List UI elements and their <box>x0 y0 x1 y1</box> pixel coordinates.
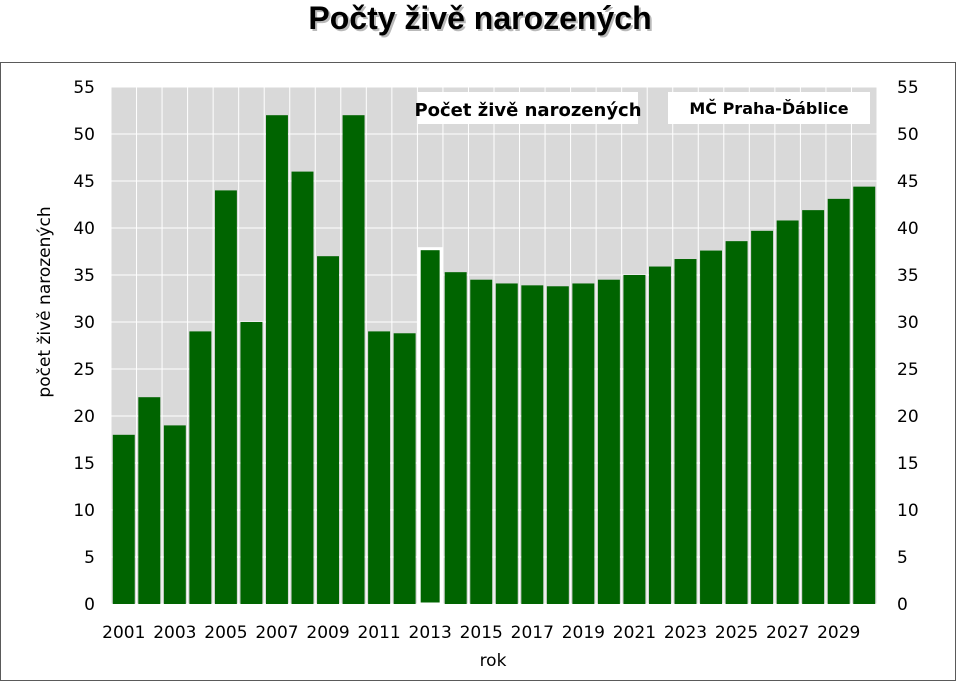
y-tick-label-left: 15 <box>73 454 95 474</box>
annotation-label: MČ Praha-Ďáblice <box>689 99 848 118</box>
y-tick-label-right: 35 <box>897 266 919 286</box>
chart-frame <box>0 62 956 681</box>
y-tick-label-right: 30 <box>897 313 919 333</box>
bar-2030 <box>853 186 876 604</box>
x-tick-label: 2001 <box>102 623 145 643</box>
x-tick-label: 2021 <box>613 623 656 643</box>
y-tick-label-right: 40 <box>897 219 919 239</box>
bar-2003 <box>163 425 186 604</box>
bar-2026 <box>751 230 774 604</box>
bars <box>112 115 876 606</box>
y-tick-label-left: 40 <box>73 219 95 239</box>
grid-lines <box>110 86 878 605</box>
bar-2002 <box>138 397 161 604</box>
y-axis-label: počet živě narozených <box>35 206 55 397</box>
y-tick-label-left: 45 <box>73 172 95 192</box>
bar-2024 <box>700 250 723 604</box>
bar-2020 <box>597 279 620 604</box>
x-tick-label: 2017 <box>511 623 554 643</box>
y-tick-label-right: 55 <box>897 78 919 98</box>
y-tick-label-right: 10 <box>897 501 919 521</box>
x-tick-label: 2019 <box>562 623 605 643</box>
bar-2028 <box>802 210 825 604</box>
bar-2013 <box>417 247 443 606</box>
bar-2023 <box>674 259 697 604</box>
legend-box: Počet živě narozených <box>414 92 642 124</box>
bar-2018 <box>546 286 569 604</box>
annotation-box: MČ Praha-Ďáblice <box>668 92 870 124</box>
y-tick-label-left: 0 <box>84 595 95 615</box>
chart-title: Počty živě narozených <box>308 0 652 36</box>
x-tick-label: 2015 <box>460 623 503 643</box>
bar-2019 <box>572 283 595 604</box>
x-tick-label: 2011 <box>357 623 400 643</box>
bar-2014 <box>444 272 467 604</box>
bar-2011 <box>368 331 391 604</box>
bar-2029 <box>827 198 850 605</box>
y-tick-label-left: 30 <box>73 313 95 333</box>
y-tick-label-right: 25 <box>897 360 919 380</box>
legend-label: Počet živě narozených <box>414 100 641 121</box>
bar-2001 <box>112 434 135 604</box>
bar-2005 <box>214 190 237 604</box>
x-axis-label: rok <box>480 651 507 671</box>
x-tick-label: 2013 <box>409 623 452 643</box>
bar-2022 <box>648 266 671 604</box>
bar-2027 <box>776 220 799 605</box>
y-tick-label-left: 20 <box>73 407 95 427</box>
y-tick-label-right: 15 <box>897 454 919 474</box>
y-axis-left-ticks: 0 5 10 15 20 25 30 35 40 45 50 55 <box>73 78 95 615</box>
bar-2012 <box>393 333 416 604</box>
x-tick-label: 2005 <box>204 623 247 643</box>
y-tick-label-right: 5 <box>897 548 908 568</box>
bar-2021 <box>623 275 646 604</box>
x-tick-label: 2007 <box>255 623 298 643</box>
x-tick-label: 2027 <box>766 623 809 643</box>
y-tick-label-right: 0 <box>897 595 908 615</box>
bar-2025 <box>725 241 748 604</box>
x-tick-label: 2003 <box>153 623 196 643</box>
x-tick-label: 2023 <box>664 623 707 643</box>
bar-2004 <box>189 331 212 604</box>
y-tick-label-left: 5 <box>84 548 95 568</box>
bar-2015 <box>470 279 493 604</box>
bar-2007 <box>265 115 288 604</box>
y-tick-label-left: 25 <box>73 360 95 380</box>
y-tick-label-right: 20 <box>897 407 919 427</box>
bar-2008 <box>291 171 314 604</box>
y-axis-right-ticks: 0 5 10 15 20 25 30 35 40 45 50 55 <box>897 78 919 615</box>
y-tick-label-left: 55 <box>73 78 95 98</box>
bar-2016 <box>495 283 518 604</box>
bar-2006 <box>240 322 263 604</box>
y-tick-label-left: 50 <box>73 125 95 145</box>
y-tick-label-left: 35 <box>73 266 95 286</box>
bar-2010 <box>342 115 365 604</box>
x-tick-label: 2029 <box>817 623 860 643</box>
x-axis-ticks: 2001 2003 2005 2007 2009 2011 2013 2015 2017 2019… <box>102 623 860 643</box>
x-tick-label: 2025 <box>715 623 758 643</box>
y-tick-label-left: 10 <box>73 501 95 521</box>
y-tick-label-right: 50 <box>897 125 919 145</box>
x-tick-label: 2009 <box>306 623 349 643</box>
y-tick-label-right: 45 <box>897 172 919 192</box>
bar-2009 <box>317 256 340 604</box>
bar-2017 <box>521 285 544 604</box>
